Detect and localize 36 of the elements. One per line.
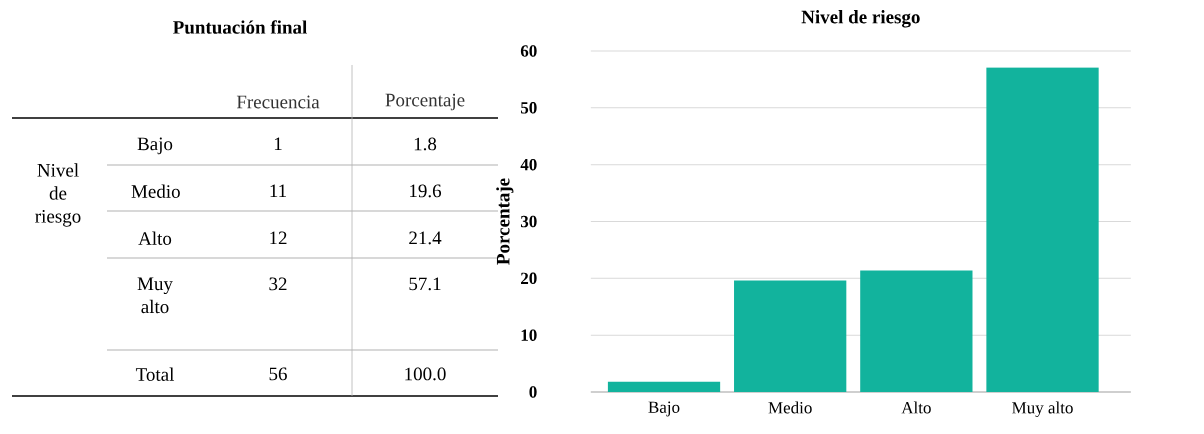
y-tick-label: 60 bbox=[520, 45, 537, 57]
text: Puntuación final bbox=[173, 20, 307, 34]
text: 56 bbox=[269, 367, 287, 381]
text: Porcentaje bbox=[385, 93, 465, 111]
y-tick-label: 40 bbox=[520, 158, 537, 171]
text: Medio bbox=[131, 184, 180, 198]
text: Muy alto bbox=[137, 277, 173, 314]
x-tick-label: Medio bbox=[768, 401, 812, 414]
bar bbox=[734, 280, 847, 392]
text: 21.4 bbox=[409, 231, 442, 245]
bar bbox=[860, 270, 973, 392]
chart-title: Nivel de riesgo bbox=[801, 10, 920, 28]
text: 1.8 bbox=[414, 137, 437, 151]
text: Alto bbox=[138, 231, 172, 245]
text: Nivel de riesgo bbox=[35, 163, 81, 227]
text: 100.0 bbox=[405, 367, 446, 381]
text: 19.6 bbox=[410, 184, 442, 198]
y-axis-title: Porcentaje bbox=[496, 178, 514, 265]
text: Bajo bbox=[137, 137, 173, 155]
text: Total bbox=[135, 367, 175, 381]
text: 57.1 bbox=[409, 277, 441, 291]
bar bbox=[607, 381, 721, 392]
x-tick-label: Bajo bbox=[648, 401, 680, 417]
y-tick-label: 10 bbox=[521, 329, 537, 341]
text: 32 bbox=[269, 277, 287, 291]
text: 1 bbox=[274, 137, 282, 151]
bar bbox=[986, 67, 1099, 392]
y-tick-label: 20 bbox=[521, 272, 537, 285]
text: 12 bbox=[270, 231, 287, 245]
text: 11 bbox=[270, 184, 287, 198]
y-tick-label: 50 bbox=[520, 102, 537, 114]
y-tick-label: 0 bbox=[529, 386, 537, 398]
text: Frecuencia bbox=[236, 95, 320, 109]
x-tick-label: Alto bbox=[901, 401, 931, 414]
x-tick-label: Muy alto bbox=[1012, 401, 1073, 417]
y-tick-label: 30 bbox=[520, 215, 537, 228]
